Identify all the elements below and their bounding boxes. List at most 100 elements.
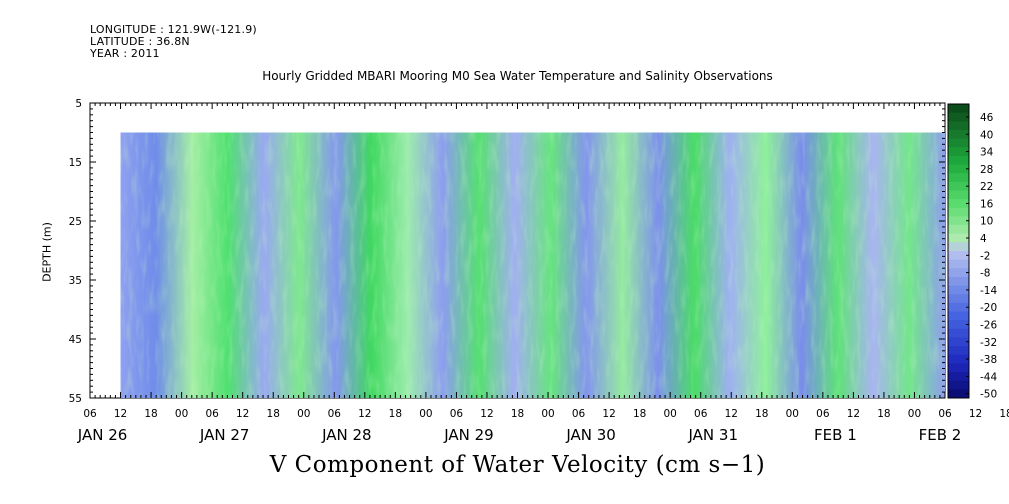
x-hour-label: 12 bbox=[480, 408, 493, 420]
x-hour-label: 06 bbox=[450, 408, 464, 420]
chart-title: Hourly Gridded MBARI Mooring M0 Sea Wate… bbox=[262, 69, 773, 83]
colorbar-bin bbox=[948, 112, 969, 122]
colorbar-label: -50 bbox=[980, 389, 997, 401]
colorbar-label: 34 bbox=[980, 147, 994, 159]
x-hour-label: 12 bbox=[969, 408, 982, 420]
colorbar-bin bbox=[948, 104, 969, 114]
colorbar-bin bbox=[948, 363, 969, 373]
x-hour-label: 06 bbox=[816, 408, 830, 420]
x-day-label: JAN 28 bbox=[321, 426, 372, 444]
colorbar-bin bbox=[948, 389, 969, 399]
x-day-label: JAN 29 bbox=[443, 426, 494, 444]
x-day-label: JAN 31 bbox=[688, 426, 739, 444]
longitude-label: LONGITUDE : 121.9W(-121.9) bbox=[90, 23, 257, 36]
colorbar-label: 22 bbox=[980, 181, 993, 193]
colorbar-label: 4 bbox=[980, 233, 987, 245]
x-hour-label: 06 bbox=[328, 408, 342, 420]
y-tick-label: 5 bbox=[75, 98, 82, 110]
colorbar-bin bbox=[948, 138, 969, 148]
x-hour-label: 12 bbox=[602, 408, 615, 420]
x-hour-label: 18 bbox=[755, 408, 768, 420]
data-texture bbox=[120, 132, 946, 398]
colorbar-frame bbox=[947, 103, 970, 399]
colorbar-label: 10 bbox=[980, 216, 993, 228]
colorbar-bin bbox=[948, 199, 969, 209]
colorbar-bin bbox=[948, 233, 969, 243]
x-hour-label: 00 bbox=[786, 408, 799, 420]
colorbar-bin bbox=[948, 121, 969, 131]
colorbar-bin bbox=[948, 372, 969, 382]
colorbar-bin bbox=[948, 147, 969, 157]
colorbar-label: -44 bbox=[980, 371, 997, 383]
colorbar-bin bbox=[948, 190, 969, 200]
colorbar-bin bbox=[948, 216, 969, 226]
x-hour-label: 12 bbox=[114, 408, 127, 420]
y-tick-label: 25 bbox=[69, 216, 82, 228]
x-hour-label: 18 bbox=[267, 408, 280, 420]
colorbar-bin bbox=[948, 337, 969, 347]
colorbar-bin bbox=[948, 311, 969, 321]
colorbar-label: -20 bbox=[980, 302, 997, 314]
x-hour-label: 18 bbox=[999, 408, 1009, 420]
colorbar-bin bbox=[948, 302, 969, 313]
colorbar-label: 40 bbox=[980, 129, 993, 141]
colorbar-bin bbox=[948, 354, 969, 364]
x-hour-label: 06 bbox=[205, 408, 219, 420]
colorbar-bin bbox=[948, 285, 969, 295]
colorbar-bin bbox=[948, 294, 969, 304]
colorbar-bin bbox=[948, 164, 969, 174]
colorbar-bin bbox=[948, 207, 969, 217]
colorbar-bin bbox=[948, 155, 969, 166]
colorbar-bin bbox=[948, 380, 969, 390]
x-hour-label: 06 bbox=[572, 408, 586, 420]
x-hour-label: 18 bbox=[511, 408, 524, 420]
colorbar-bin bbox=[948, 225, 969, 235]
colorbar-label: -2 bbox=[980, 250, 990, 262]
colorbar-label: -14 bbox=[980, 285, 997, 297]
y-tick-label: 35 bbox=[69, 275, 82, 287]
y-tick-label: 45 bbox=[69, 334, 82, 346]
colorbar-label: -38 bbox=[980, 354, 997, 366]
x-hour-label: 06 bbox=[83, 408, 97, 420]
x-hour-label: 00 bbox=[419, 408, 432, 420]
colorbar-label: 16 bbox=[980, 198, 994, 210]
x-hour-label: 12 bbox=[236, 408, 249, 420]
year-label: YEAR : 2011 bbox=[90, 47, 160, 60]
x-day-label: JAN 27 bbox=[199, 426, 250, 444]
x-hour-label: 00 bbox=[541, 408, 554, 420]
y-tick-label: 15 bbox=[69, 157, 82, 169]
x-day-label: FEB 1 bbox=[814, 426, 857, 444]
variable-title: V Component of Water Velocity (cm s−1) bbox=[269, 452, 766, 478]
x-hour-label: 00 bbox=[908, 408, 921, 420]
colorbar-bin bbox=[948, 129, 969, 140]
colorbar-bin bbox=[948, 328, 969, 338]
y-tick-label: 55 bbox=[69, 393, 82, 405]
x-hour-label: 06 bbox=[694, 408, 708, 420]
x-day-label: JAN 26 bbox=[77, 426, 128, 444]
colorbar-bin bbox=[948, 173, 969, 183]
colorbar-bin bbox=[948, 346, 969, 356]
colorbar-label: -32 bbox=[980, 337, 997, 349]
colorbar-label: -26 bbox=[980, 320, 997, 332]
x-hour-label: 18 bbox=[633, 408, 646, 420]
colorbar-bin bbox=[948, 242, 969, 252]
x-hour-label: 18 bbox=[877, 408, 890, 420]
colorbar-bin bbox=[948, 259, 969, 269]
x-hour-label: 12 bbox=[358, 408, 371, 420]
x-hour-label: 00 bbox=[663, 408, 676, 420]
colorbar-bin bbox=[948, 320, 969, 330]
x-hour-label: 18 bbox=[389, 408, 402, 420]
colorbar-bin bbox=[948, 181, 969, 191]
x-hour-label: 18 bbox=[144, 408, 157, 420]
colorbar-bin bbox=[948, 276, 969, 287]
colorbar-label: -8 bbox=[980, 268, 990, 280]
x-hour-label: 00 bbox=[175, 408, 188, 420]
x-day-label: JAN 30 bbox=[565, 426, 616, 444]
x-hour-label: 12 bbox=[847, 408, 860, 420]
colorbar-bin bbox=[948, 268, 969, 278]
x-hour-label: 12 bbox=[725, 408, 738, 420]
colorbar-label: 28 bbox=[980, 164, 993, 176]
colorbar-label: 46 bbox=[980, 112, 994, 124]
colorbar-bin bbox=[948, 251, 969, 261]
